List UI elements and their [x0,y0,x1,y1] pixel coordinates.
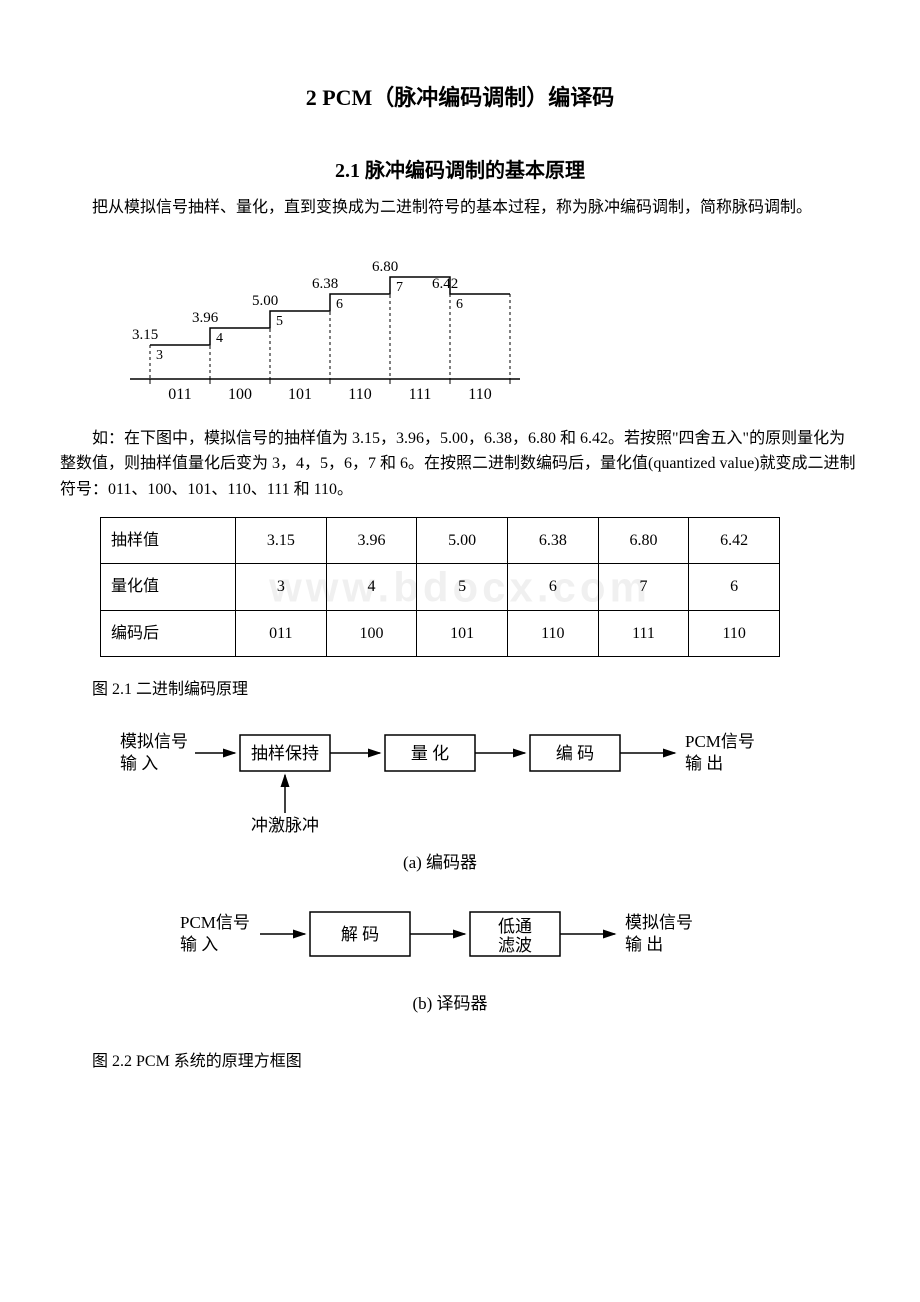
svg-text:6: 6 [456,297,463,312]
svg-text:(a) 编码器: (a) 编码器 [403,853,477,872]
svg-text:模拟信号: 模拟信号 [625,913,693,932]
svg-text:3.96: 3.96 [192,310,219,326]
table-cell: 6 [689,564,780,611]
table-cell: 3.96 [326,517,417,564]
svg-text:101: 101 [288,386,312,403]
svg-text:冲激脉冲: 冲激脉冲 [251,816,319,835]
table-cell: 3.15 [236,517,327,564]
svg-text:5: 5 [276,314,283,329]
table-cell: 6.42 [689,517,780,564]
table-cell: 5.00 [417,517,508,564]
svg-text:输 出: 输 出 [625,935,663,954]
step-chart-svg: 3 3.15 011 4 3.96 100 5 5.00 101 6 6.38 110 7 6.80 111… [120,239,540,414]
table-cell: 5 [417,564,508,611]
svg-text:解 码: 解 码 [341,925,379,944]
encoder-diagram: 模拟信号输 入 抽样保持 量 化 编 码 PCM信号输 出冲激脉冲 (a) 编码器 [110,713,810,883]
svg-text:3: 3 [156,348,163,363]
intro-paragraph: 把从模拟信号抽样、量化，直到变换成为二进制符号的基本过程，称为脉冲编码调制，简称… [60,195,860,221]
svg-text:输 入: 输 入 [180,935,218,954]
table-cell: 110 [507,610,598,657]
svg-text:编 码: 编 码 [556,744,594,763]
svg-text:111: 111 [409,386,432,403]
table-row: 抽样值3.153.965.006.386.806.42 [101,517,780,564]
row-label: 量化值 [101,564,236,611]
svg-text:4: 4 [216,331,223,346]
svg-text:5.00: 5.00 [252,293,278,309]
quantization-table: 抽样值3.153.965.006.386.806.42量化值345676编码后0… [100,517,780,658]
svg-text:滤波: 滤波 [498,936,532,955]
page-title: 2 PCM（脉冲编码调制）编译码 [60,80,860,115]
svg-text:抽样保持: 抽样保持 [251,744,319,763]
table-row: 编码后011100101110111110 [101,610,780,657]
figure1-caption: 图 2.1 二进制编码原理 [60,677,860,703]
svg-text:6.80: 6.80 [372,259,398,275]
svg-text:3.15: 3.15 [132,327,158,343]
svg-text:6: 6 [336,297,343,312]
table-cell: 6.80 [598,517,689,564]
table-cell: 110 [689,610,780,657]
example-paragraph: 如：在下图中，模拟信号的抽样值为 3.15，3.96，5.00，6.38，6.8… [60,426,860,503]
table-cell: 101 [417,610,508,657]
section-title: 2.1 脉冲编码调制的基本原理 [60,155,860,187]
table-cell: 4 [326,564,417,611]
svg-text:低通: 低通 [498,917,532,936]
svg-text:7: 7 [396,280,403,295]
decoder-diagram: PCM信号输 入 解 码 低通滤波 模拟信号输 出 (b) 译码器 [150,889,770,1029]
svg-text:110: 110 [468,386,491,403]
svg-text:(b) 译码器: (b) 译码器 [412,994,487,1013]
svg-text:100: 100 [228,386,252,403]
svg-text:6.42: 6.42 [432,276,458,292]
svg-text:模拟信号: 模拟信号 [120,732,188,751]
encoder-diagram-wrap: 模拟信号输 入 抽样保持 量 化 编 码 PCM信号输 出冲激脉冲 (a) 编码器 [60,713,860,883]
svg-text:110: 110 [348,386,371,403]
svg-text:011: 011 [168,386,191,403]
table-row: 量化值345676 [101,564,780,611]
step-chart-figure: 3 3.15 011 4 3.96 100 5 5.00 101 6 6.38 110 7 6.80 111… [120,239,860,414]
row-label: 抽样值 [101,517,236,564]
svg-text:量 化: 量 化 [411,744,449,763]
table-cell: 111 [598,610,689,657]
decoder-diagram-wrap: PCM信号输 入 解 码 低通滤波 模拟信号输 出 (b) 译码器 [60,889,860,1029]
table-cell: 6.38 [507,517,598,564]
row-label: 编码后 [101,610,236,657]
table-cell: 6 [507,564,598,611]
table-wrap: www.bdocx.com 抽样值3.153.965.006.386.806.4… [60,517,860,658]
svg-text:PCM信号: PCM信号 [685,732,755,751]
table-cell: 7 [598,564,689,611]
svg-text:6.38: 6.38 [312,276,338,292]
svg-text:输 出: 输 出 [685,754,723,773]
figure2-caption: 图 2.2 PCM 系统的原理方框图 [60,1049,860,1075]
table-cell: 3 [236,564,327,611]
svg-text:输 入: 输 入 [120,754,158,773]
svg-text:PCM信号: PCM信号 [180,913,250,932]
table-cell: 011 [236,610,327,657]
table-cell: 100 [326,610,417,657]
